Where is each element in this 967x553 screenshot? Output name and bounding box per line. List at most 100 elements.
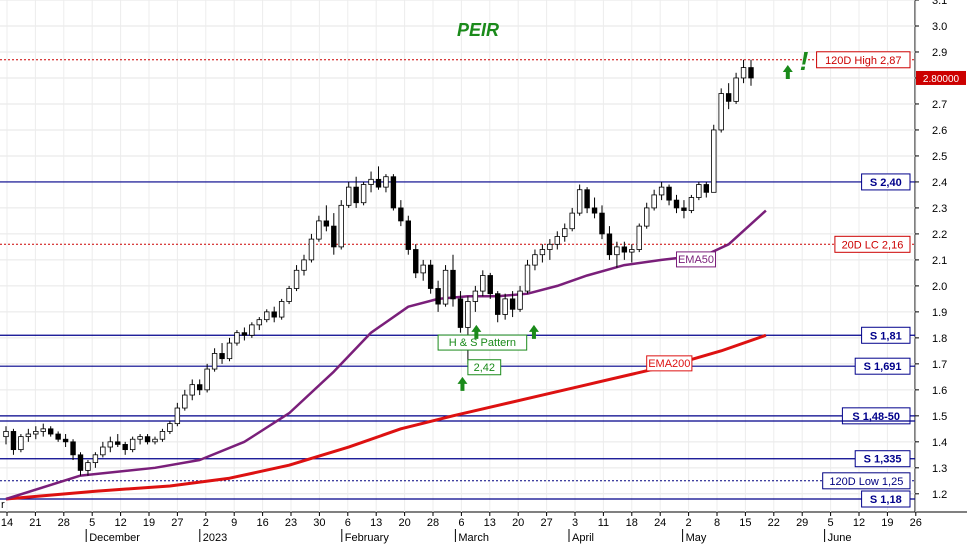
up-arrow-shape (528, 324, 539, 339)
x-tick-label: 9 (231, 517, 237, 529)
candle-body (182, 394, 188, 409)
candle-body (740, 67, 747, 79)
candle-body (100, 446, 106, 456)
candle-body (308, 238, 315, 261)
x-tick-label: 28 (58, 517, 70, 529)
support-label: S 1,81 (870, 330, 902, 342)
candle-body (18, 436, 24, 451)
x-tick-label: 18 (626, 517, 638, 529)
candle-body (70, 441, 76, 456)
candle-body (286, 288, 292, 302)
x-tick-label: 13 (484, 517, 496, 529)
candle-body (55, 433, 61, 440)
candle-body (256, 319, 262, 326)
x-tick-label: 20 (512, 517, 524, 529)
candle-body (688, 197, 695, 211)
month-label: June (828, 532, 852, 544)
up-arrow (471, 324, 482, 339)
x-tick-label: 16 (256, 517, 268, 529)
x-tick-label: 19 (881, 517, 893, 529)
x-tick-label: 30 (313, 517, 325, 529)
candle-body (517, 290, 523, 310)
candle-body (204, 368, 210, 391)
candle-body (442, 269, 449, 305)
x-tick-label: 26 (910, 517, 922, 529)
candle-body (562, 228, 568, 237)
candle-body (62, 438, 69, 443)
month-label: March (458, 532, 489, 544)
y-tick-label: 1.8 (932, 333, 947, 345)
month-label: February (345, 532, 390, 544)
x-tick-label: 2 (686, 517, 692, 529)
y-tick-label: 3.1 (932, 0, 947, 7)
x-tick-label: 5 (828, 517, 834, 529)
candle-body (368, 178, 374, 185)
candle-body (353, 186, 359, 204)
last-price-box (916, 70, 966, 85)
candle-body (271, 311, 277, 318)
candle-body (174, 407, 181, 425)
x-tick-label: 27 (540, 517, 552, 529)
support-label: S 1,18 (870, 494, 902, 506)
candle-body (524, 264, 531, 292)
candle-body (606, 233, 613, 256)
candle-body (3, 431, 9, 438)
x-tick-label: 29 (796, 517, 808, 529)
candle-body (673, 199, 680, 209)
candle-body (681, 207, 687, 211)
x-tick-label: 23 (285, 517, 297, 529)
y-tick-label: 2.5 (932, 151, 947, 163)
support-label: S 1,48-50 (852, 411, 900, 423)
ema200-label-box (646, 355, 693, 372)
y-tick-label: 1.7 (932, 359, 947, 371)
dotted-level-label-box (834, 235, 911, 253)
y-tick-label: 1.4 (932, 437, 947, 449)
x-tick-label: 19 (143, 517, 155, 529)
ema50-label-box (676, 251, 716, 268)
candle-body (576, 189, 583, 214)
x-tick-label: 5 (89, 517, 95, 529)
x-tick-label: 24 (654, 517, 666, 529)
candle-body (494, 293, 501, 315)
candle-body (25, 433, 32, 438)
x-tick-label: 11 (598, 517, 609, 529)
candle-body (264, 311, 270, 321)
y-axis-area (915, 0, 967, 548)
y-tick-label: 2.4 (932, 177, 947, 189)
candle-body (278, 301, 285, 318)
candle-body (405, 220, 411, 250)
candle-body (435, 288, 441, 305)
candle-body (427, 264, 434, 289)
y-axis: 1.2 1.3 1.4 1.5 1.6 1.7 1.8 1.9 2.0 2.1 2.2 2.3 2.4 2… (915, 0, 966, 501)
candle-body (644, 207, 650, 227)
month-label: May (686, 532, 707, 544)
y-tick-label: 1.9 (932, 307, 947, 319)
exclaim-mark: ! (800, 46, 809, 76)
candle-body (487, 275, 493, 295)
candle-body (211, 353, 218, 370)
candle-body (733, 77, 739, 102)
x-tick-label: 28 (427, 517, 439, 529)
candle-body (77, 454, 84, 471)
dotted-level-label: 120D High 2,87 (825, 55, 901, 67)
x-tick-label: 13 (370, 517, 382, 529)
y-tick-label: 1.3 (932, 463, 947, 475)
candle-body (226, 342, 233, 360)
candle-body (92, 454, 99, 464)
candle-body (413, 249, 419, 274)
candle-body (331, 225, 337, 248)
candle-body (703, 184, 709, 193)
candle-body (360, 184, 367, 204)
y-tick-label: 2.7 (932, 99, 947, 111)
candle-body (502, 298, 508, 315)
y-tick-label: 2.0 (932, 281, 947, 293)
candle-body (539, 249, 546, 256)
up-arrow (457, 376, 468, 391)
low-value-label-box (467, 359, 502, 376)
ema50-label: EMA50 (678, 254, 714, 266)
candle-body (48, 428, 54, 435)
dotted-level-label: 120D Low 1,25 (829, 476, 903, 488)
candle-body (450, 269, 456, 300)
last-price-label: 2.80000 (923, 74, 960, 85)
